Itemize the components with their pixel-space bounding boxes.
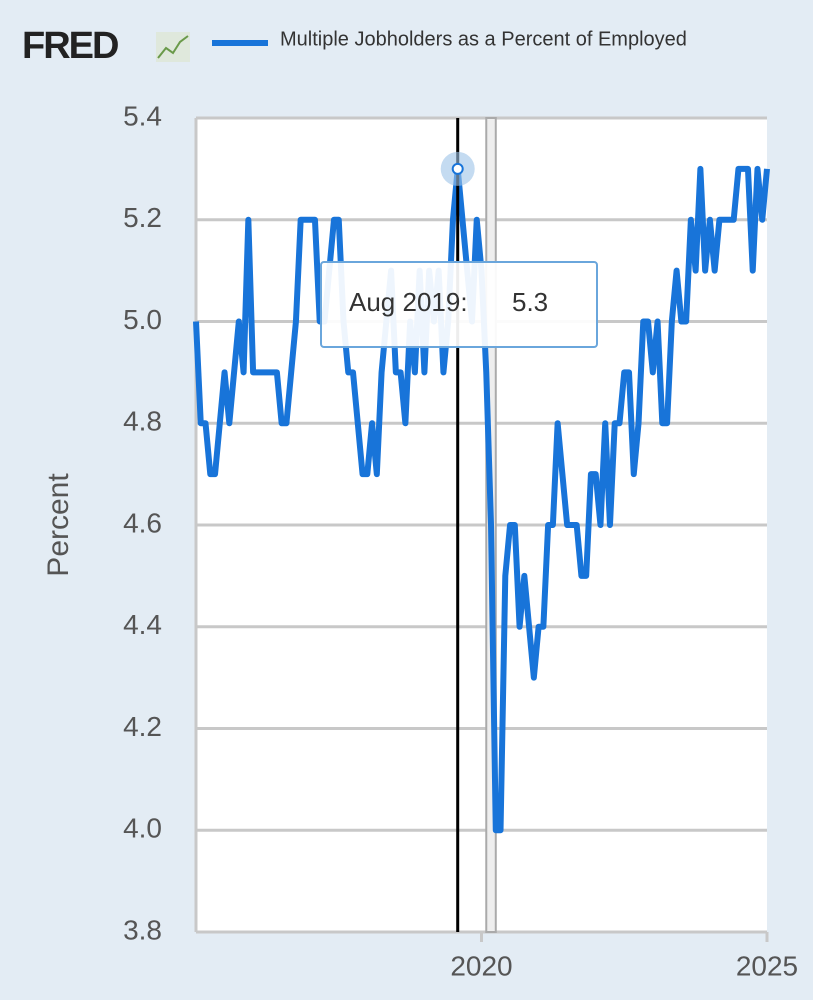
x-tick-label: 2025 — [736, 950, 798, 981]
y-axis-label: Percent — [42, 473, 75, 577]
tooltip-value: 5.3 — [512, 287, 548, 317]
tooltip — [320, 261, 598, 348]
y-tick-label: 5.4 — [123, 100, 162, 131]
y-tick-label: 4.4 — [123, 609, 162, 640]
logo-icon — [156, 32, 190, 62]
y-tick-label: 5.2 — [123, 202, 162, 233]
y-tick-label: 3.8 — [123, 914, 162, 945]
x-tick-label: 2020 — [450, 950, 512, 981]
hover-point — [451, 162, 464, 175]
tooltip-label: Aug 2019: — [349, 287, 468, 317]
y-tick-label: 5.0 — [123, 304, 162, 335]
y-tick-label: 4.8 — [123, 406, 162, 437]
legend-label: Multiple Jobholders as a Percent of Empl… — [280, 28, 687, 50]
y-tick-label: 4.6 — [123, 507, 162, 538]
y-tick-label: 4.0 — [123, 813, 162, 844]
logo: FRED — [22, 25, 118, 67]
y-tick-label: 4.2 — [123, 711, 162, 742]
